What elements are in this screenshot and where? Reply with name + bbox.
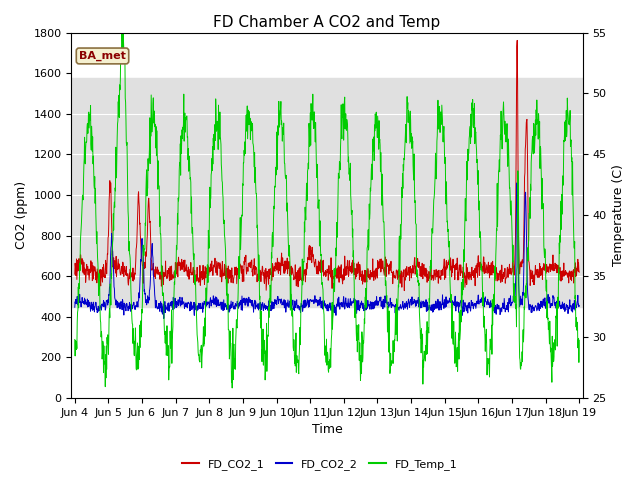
Y-axis label: Temperature (C): Temperature (C) [612, 164, 625, 266]
Y-axis label: CO2 (ppm): CO2 (ppm) [15, 181, 28, 249]
X-axis label: Time: Time [312, 423, 342, 436]
Title: FD Chamber A CO2 and Temp: FD Chamber A CO2 and Temp [213, 15, 440, 30]
Legend: FD_CO2_1, FD_CO2_2, FD_Temp_1: FD_CO2_1, FD_CO2_2, FD_Temp_1 [178, 455, 462, 474]
Text: BA_met: BA_met [79, 51, 126, 61]
Bar [72, 78, 582, 307]
